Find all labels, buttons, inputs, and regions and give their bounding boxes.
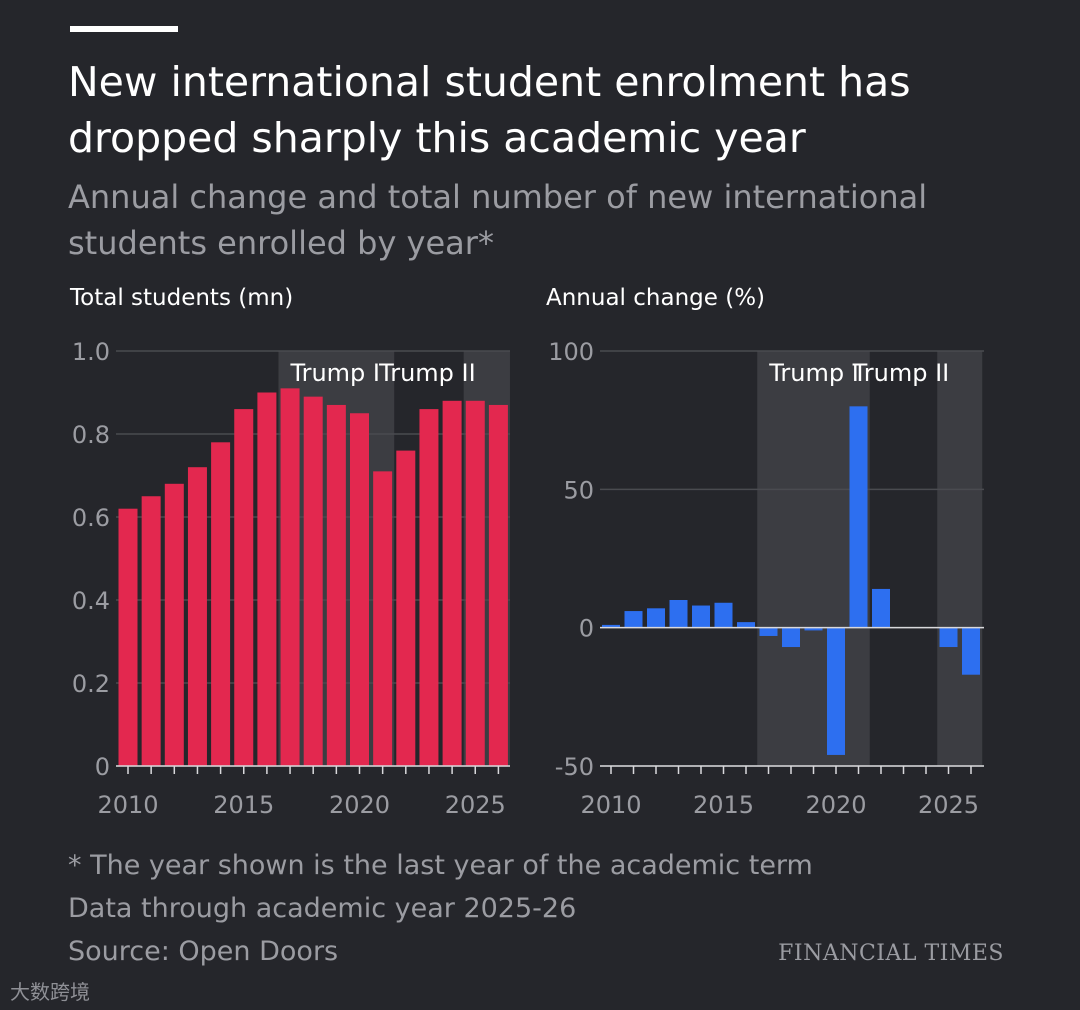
- total-y-tick-label: 0.4: [72, 587, 110, 615]
- total-bar-2019: [326, 404, 346, 766]
- change-bar-2010: [602, 624, 620, 628]
- header-accent-bar: [70, 26, 178, 32]
- data-through-note: Data through academic year 2025-26: [68, 893, 577, 924]
- total-bar-2017: [280, 388, 300, 766]
- financial-times-logo: FINANCIAL TIMES: [778, 941, 1004, 966]
- total-x-tick-label: 2025: [445, 791, 506, 819]
- change-bar-2013: [669, 600, 688, 628]
- change-y-tick-label: -50: [555, 753, 594, 781]
- change-bar-2012: [647, 608, 665, 628]
- total-y-tick-label: 0.6: [72, 504, 110, 532]
- change-x-tick-label: 2015: [693, 791, 754, 819]
- total-bar-2024: [442, 400, 462, 766]
- change-x-tick-label: 2010: [580, 791, 641, 819]
- total-shade-label-trump-ii: Trump II: [378, 359, 476, 387]
- chart-subtitle: Annual change and total number of new in…: [68, 178, 928, 262]
- total-students-chart-title: Total students (mn): [70, 285, 294, 311]
- change-bar-2016: [737, 622, 755, 628]
- footnote: * The year shown is the last year of the…: [68, 850, 813, 881]
- total-bar-2014: [211, 442, 231, 766]
- change-bar-2018: [782, 627, 800, 648]
- change-shade-label-trump-ii: Trump II: [852, 359, 950, 387]
- total-y-tick-label: 1.0: [72, 338, 110, 366]
- total-bar-2010: [118, 508, 138, 766]
- total-bar-2021: [373, 471, 393, 766]
- change-bar-2021: [849, 406, 868, 628]
- annual-change-chart-title: Annual change (%): [546, 285, 766, 311]
- change-y-tick-label: 100: [548, 338, 594, 366]
- change-bar-2019: [804, 627, 823, 631]
- change-bar-2025: [939, 627, 958, 648]
- change-x-tick-label: 2025: [918, 791, 979, 819]
- change-shade-label-trump-i: Trump I: [768, 359, 859, 387]
- total-bar-2018: [303, 396, 323, 766]
- total-bar-2023: [419, 409, 439, 766]
- total-y-tick-label: 0.2: [72, 670, 110, 698]
- change-bar-2026: [962, 627, 980, 675]
- total-bar-2015: [234, 409, 254, 766]
- total-x-tick-label: 2020: [329, 791, 390, 819]
- total-bar-2025: [465, 400, 485, 766]
- change-shade-trump-ii: [937, 351, 983, 766]
- change-bar-2022: [872, 588, 890, 628]
- total-y-tick-label: 0: [95, 753, 110, 781]
- change-bar-2015: [714, 602, 733, 628]
- total-bar-2016: [257, 392, 277, 766]
- change-bar-2011: [624, 611, 643, 628]
- change-bar-2017: [759, 627, 778, 636]
- change-bar-2020: [827, 627, 845, 755]
- change-bar-2014: [692, 605, 710, 628]
- watermark-logo: 大数跨境: [10, 980, 90, 1004]
- total-bar-2020: [350, 413, 369, 766]
- total-bar-2013: [187, 467, 207, 766]
- chart-title: New international student enrolment has …: [68, 58, 911, 162]
- total-bar-2011: [141, 496, 161, 766]
- total-bar-2012: [164, 483, 184, 766]
- source-note: Source: Open Doors: [68, 936, 339, 967]
- change-y-tick-label: 0: [579, 615, 594, 643]
- change-x-tick-label: 2020: [805, 791, 866, 819]
- total-shade-label-trump-i: Trump I: [289, 359, 380, 387]
- total-bar-2022: [396, 450, 416, 766]
- total-bar-2026: [488, 404, 508, 766]
- change-y-tick-label: 50: [563, 476, 594, 504]
- total-x-tick-label: 2010: [97, 791, 158, 819]
- total-x-tick-label: 2015: [213, 791, 274, 819]
- total-y-tick-label: 0.8: [72, 421, 110, 449]
